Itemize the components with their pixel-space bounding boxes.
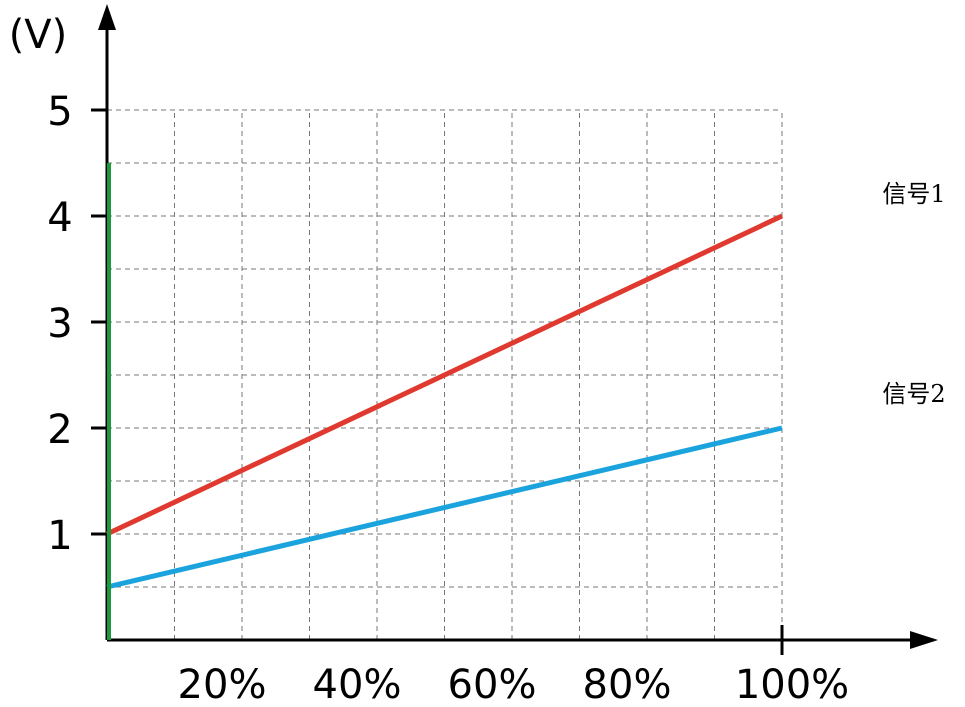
y-tick-label: 1 (47, 513, 72, 559)
series-line-2 (106, 425, 783, 590)
y-tick-label: 4 (47, 195, 72, 241)
series-label-2: 信号2 (882, 380, 945, 408)
x-tick-label: 60% (448, 662, 537, 707)
series-line-1 (105, 213, 784, 537)
series-label-1: 信号1 (882, 180, 945, 208)
series-labels: 信号1 信号2 (882, 180, 945, 408)
x-axis-arrow (910, 631, 938, 649)
y-tick-label: 5 (47, 89, 72, 135)
y-axis-unit-label: (V) (9, 12, 68, 58)
series (105, 163, 784, 640)
x-tick-label: 20% (178, 662, 267, 707)
ticks: 1 2 3 4 5 20% 40% 60% 80% 100% (47, 89, 849, 707)
y-tick-label: 3 (47, 301, 72, 347)
x-tick-label: 100% (735, 662, 849, 707)
y-tick-label: 2 (47, 407, 72, 453)
x-tick-label: 80% (583, 662, 672, 707)
y-axis-arrow (98, 4, 116, 30)
axes: (V) (9, 4, 938, 649)
x-tick-label: 40% (313, 662, 402, 707)
